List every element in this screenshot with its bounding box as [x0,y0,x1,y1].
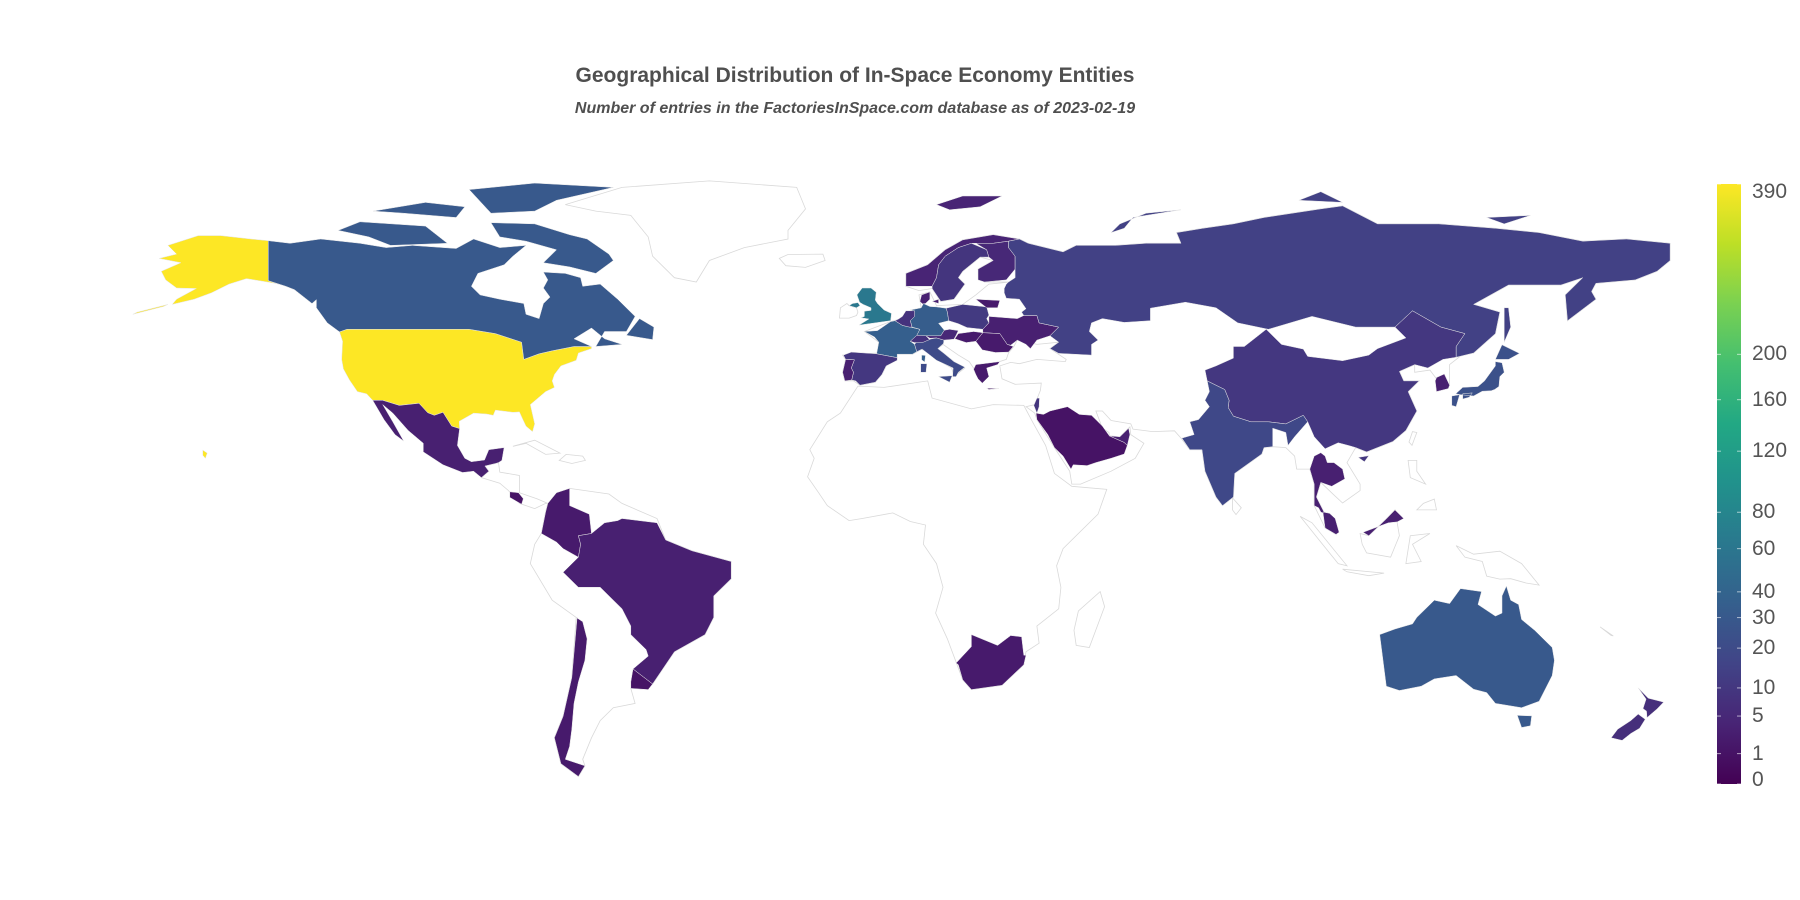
colorbar-tick-label: 390 [1752,180,1788,203]
colorbar-tick-label: 5 [1752,704,1764,728]
country-aut[interactable] [925,329,959,341]
country-mex[interactable] [372,400,505,478]
colorbar-tick-label: 60 [1752,536,1776,560]
country-zaf[interactable] [955,634,1027,690]
country-che[interactable] [909,335,930,343]
country-aus[interactable] [1379,585,1555,728]
country-can[interactable] [268,182,655,360]
country-mys[interactable] [1322,509,1405,537]
chart-title: Geographical Distribution of In-Space Ec… [575,64,1135,87]
country-dnk[interactable] [919,291,939,305]
colorbar-tick-label: 200 [1752,342,1788,366]
country-gbr[interactable] [848,287,892,326]
country-are[interactable] [1109,427,1131,446]
land-iceland [778,253,826,268]
country-swe[interactable] [931,243,990,302]
country-ltu[interactable] [975,298,1001,309]
land-taiwan [1408,431,1418,447]
land-indonesia-png [1299,509,1541,586]
colorbar-tick-label: 10 [1752,675,1776,699]
country-chl[interactable] [554,617,588,777]
country-sau[interactable] [1035,406,1128,470]
colorbar-tick-label: 40 [1752,579,1776,603]
country-grc[interactable] [973,361,1001,390]
colorbar-tick-label: 160 [1752,387,1788,411]
land-cuba [512,439,562,455]
land-greenland [565,180,806,283]
colorbar-tick-label: 20 [1752,636,1776,660]
country-fra[interactable] [863,320,926,363]
land-hispaniola [558,453,587,464]
land-central-america [480,462,548,510]
colorbar-tick-label: 1 [1752,741,1764,765]
land-philippines [1407,460,1437,511]
country-hun[interactable] [954,331,984,343]
colorbar-tick-label: 120 [1752,439,1788,463]
colorbar-tick-label: 30 [1752,605,1776,629]
country-fin[interactable] [974,240,1016,283]
land-sri-lanka [1232,496,1242,516]
country-kor[interactable] [1434,373,1450,392]
colorbar-tick-label: 80 [1752,500,1776,524]
country-rou[interactable] [975,332,1014,353]
country-bra[interactable] [562,518,732,685]
colorbar-tick-label: 0 [1752,768,1764,791]
country-usa[interactable] [132,235,592,459]
land-africa [807,380,1108,691]
country-nzl[interactable] [1610,687,1665,741]
country-prt[interactable] [842,359,855,382]
country-regions[interactable] [132,182,1671,777]
country-rus[interactable] [1003,191,1671,358]
country-isr[interactable] [1033,397,1040,414]
country-ind[interactable] [1181,380,1309,506]
colorbar-gradient [1717,184,1741,784]
colorbar [1717,183,1741,785]
country-jpn[interactable] [1451,344,1521,408]
chart-subtitle: Number of entries in the FactoriesInSpac… [574,100,1136,117]
land-new-caledonia [1599,626,1614,637]
country-nld[interactable] [894,310,915,328]
country-ury[interactable] [630,668,653,690]
country-cri[interactable] [509,491,524,505]
